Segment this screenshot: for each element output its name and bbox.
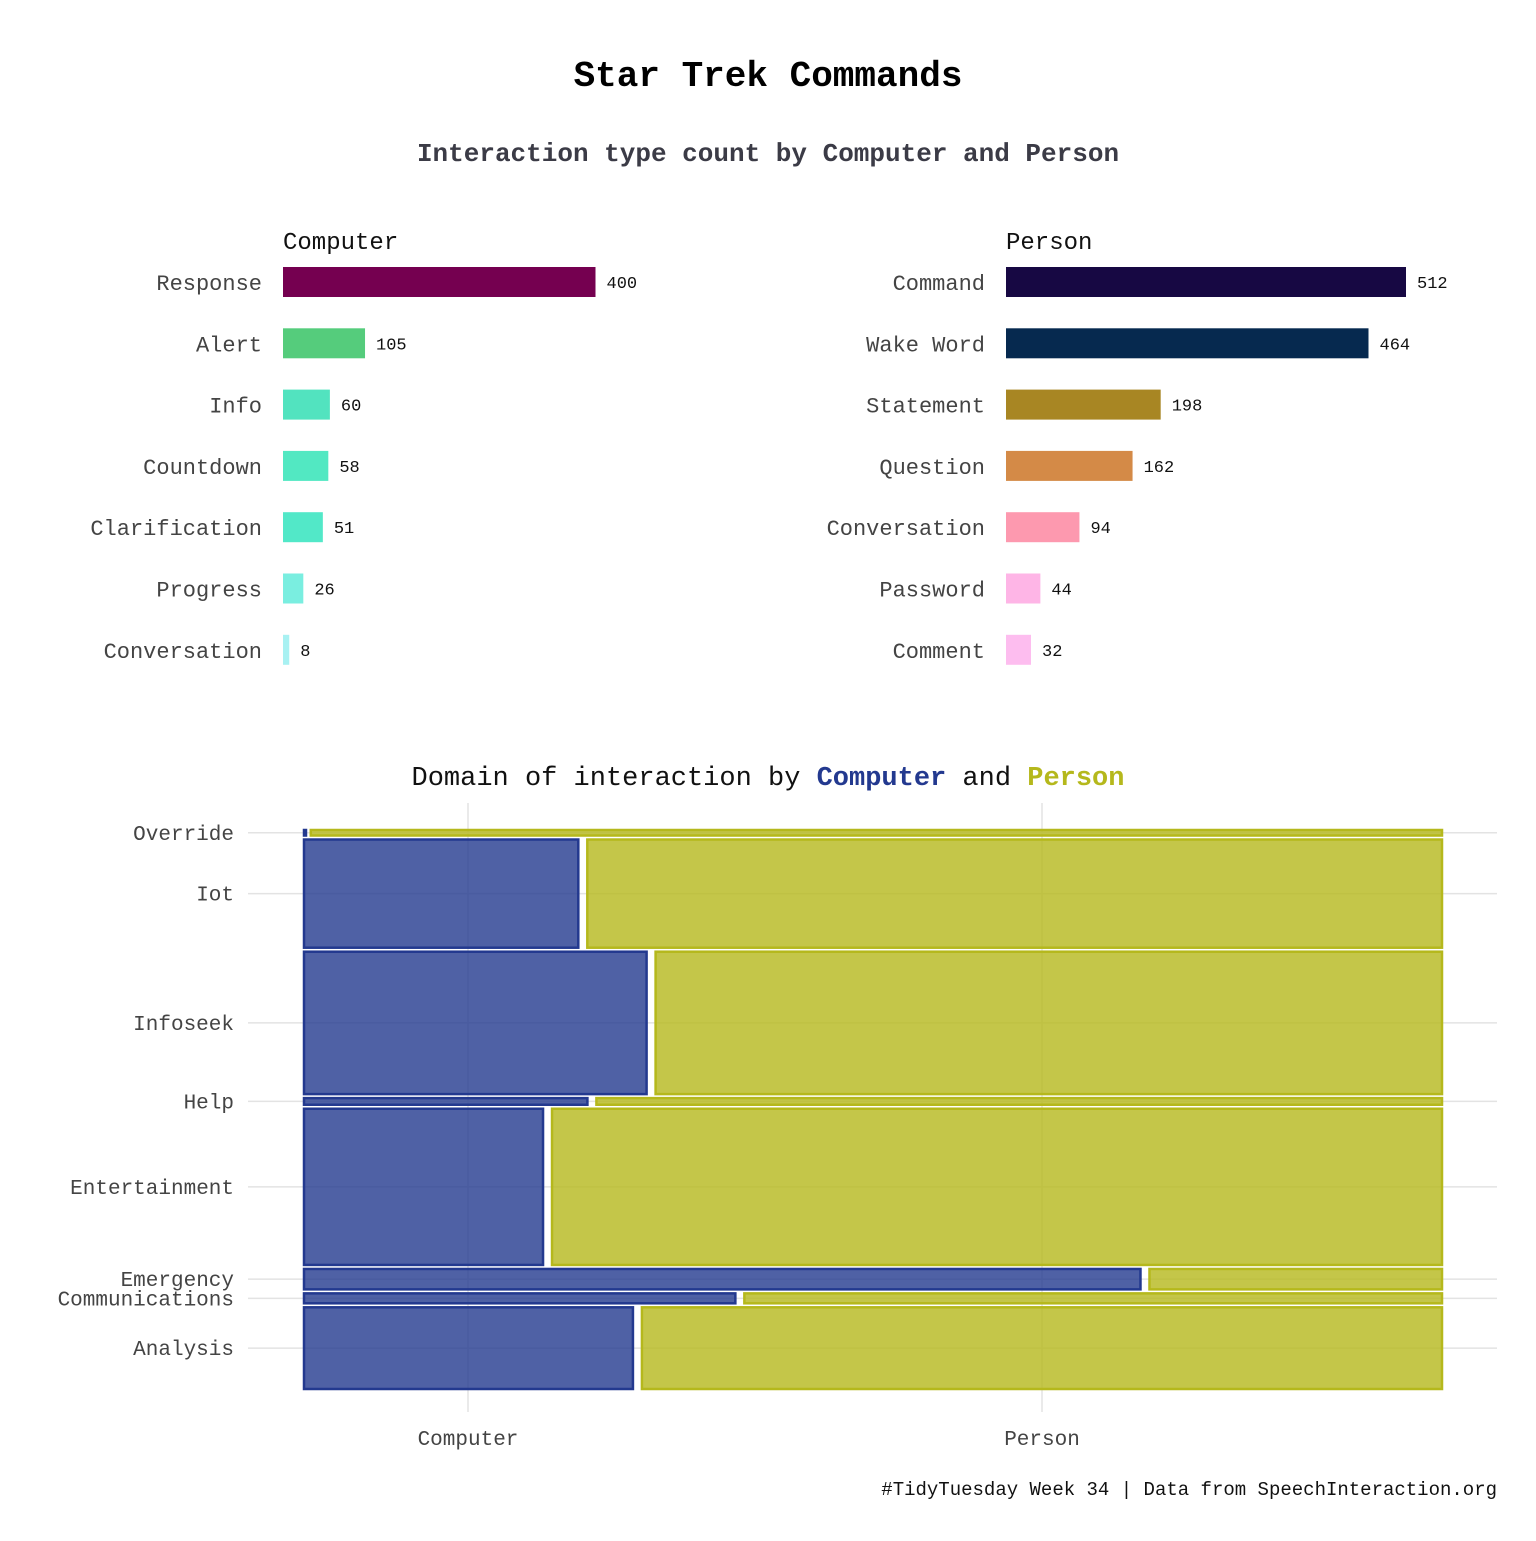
bar-computer-response: [283, 267, 596, 297]
x-label-person: Person: [1004, 1429, 1080, 1452]
category-label-computer-progress: Progress: [156, 579, 262, 604]
value-label-person-conversation: 94: [1090, 520, 1110, 539]
bar-panel-person: Person Command 512 Wake Word 464 Statement 198…: [827, 230, 1448, 665]
value-label-person-question: 162: [1144, 459, 1175, 478]
value-label-computer-countdown: 58: [339, 459, 359, 478]
mosaic-title-part-0: Domain of interaction by: [412, 764, 817, 794]
tile-computer-analysis: [302, 1306, 635, 1391]
bar-panels: Computer Response 400 Alert 105 Info 60 Countdo…: [90, 230, 1448, 665]
mosaic-tiles: [302, 828, 1444, 1391]
category-label-computer-conversation: Conversation: [104, 640, 262, 665]
facet-label-computer: Computer: [283, 230, 398, 257]
value-label-person-statement: 198: [1172, 398, 1203, 417]
value-label-computer-conversation: 8: [300, 643, 310, 662]
category-label-person-command: Command: [893, 272, 985, 297]
category-label-computer-info: Info: [209, 395, 262, 420]
bar-computer-clarification: [283, 512, 323, 543]
row-label-iot: Iot: [196, 885, 234, 908]
facet-label-person: Person: [1006, 230, 1092, 257]
mosaic-title: Domain of interaction by Computer and Pe…: [412, 764, 1125, 794]
tile-person-help: [595, 1096, 1444, 1106]
value-label-person-comment: 32: [1042, 643, 1062, 662]
value-label-computer-progress: 26: [314, 582, 334, 601]
value-label-person-password: 44: [1051, 582, 1071, 601]
tile-person-communications: [743, 1292, 1444, 1305]
bar-computer-countdown: [283, 450, 329, 481]
value-label-computer-alert: 105: [376, 336, 407, 355]
category-label-computer-alert: Alert: [196, 333, 262, 358]
tile-person-analysis: [640, 1306, 1444, 1391]
tile-computer-iot: [302, 838, 580, 949]
bar-person-question: [1006, 450, 1133, 481]
bar-person-password: [1006, 573, 1041, 604]
row-label-override: Override: [133, 824, 234, 847]
chart-caption: #TidyTuesday Week 34 | Data from SpeechI…: [881, 1479, 1497, 1501]
bar-person-comment: [1006, 634, 1031, 665]
mosaic-title-part-3: Person: [1027, 764, 1124, 794]
tile-computer-help: [302, 1096, 589, 1106]
mosaic-title-part-1: Computer: [817, 764, 947, 794]
tile-person-entertainment: [550, 1107, 1444, 1267]
category-label-person-statement: Statement: [866, 395, 985, 420]
bar-person-conversation: [1006, 512, 1080, 543]
value-label-computer-info: 60: [341, 398, 361, 417]
bar-computer-alert: [283, 328, 366, 359]
mosaic-panel: Domain of interaction by Computer and Pe…: [58, 764, 1497, 1452]
category-label-person-comment: Comment: [893, 640, 985, 665]
tile-person-override: [309, 828, 1444, 837]
tile-computer-emergency: [302, 1267, 1142, 1291]
chart-title: Star Trek Commands: [574, 56, 963, 97]
tile-computer-communications: [302, 1292, 737, 1305]
tile-computer-entertainment: [302, 1107, 545, 1267]
tile-computer-infoseek: [302, 950, 648, 1096]
value-label-computer-clarification: 51: [334, 520, 354, 539]
bar-computer-info: [283, 389, 330, 420]
row-label-entertainment: Entertainment: [70, 1178, 234, 1201]
category-label-computer-response: Response: [156, 272, 262, 297]
x-label-computer: Computer: [418, 1429, 519, 1452]
row-label-communications: Communications: [58, 1289, 234, 1312]
tile-person-emergency: [1148, 1267, 1444, 1291]
bar-panel-computer: Computer Response 400 Alert 105 Info 60 Countdo…: [90, 230, 637, 665]
category-label-computer-clarification: Clarification: [90, 517, 262, 542]
value-label-person-command: 512: [1417, 275, 1448, 294]
bar-computer-progress: [283, 573, 304, 604]
tile-computer-override: [302, 828, 308, 837]
category-label-person-wake-word: Wake Word: [866, 333, 985, 358]
mosaic-title-part-2: and: [946, 764, 1027, 794]
bar-computer-conversation: [283, 634, 290, 665]
category-label-person-password: Password: [879, 579, 985, 604]
tile-person-iot: [586, 838, 1444, 949]
category-label-person-conversation: Conversation: [827, 517, 985, 542]
value-label-person-wake-word: 464: [1380, 336, 1411, 355]
row-label-help: Help: [184, 1092, 234, 1115]
chart-subtitle: Interaction type count by Computer and P…: [417, 139, 1119, 169]
row-label-emergency: Emergency: [121, 1270, 234, 1293]
bar-person-statement: [1006, 389, 1161, 420]
bar-person-wake-word: [1006, 328, 1369, 359]
bar-person-command: [1006, 267, 1406, 297]
category-label-computer-countdown: Countdown: [143, 456, 262, 481]
row-label-infoseek: Infoseek: [133, 1014, 234, 1037]
tile-person-infoseek: [654, 950, 1444, 1096]
value-label-computer-response: 400: [607, 275, 638, 294]
category-label-person-question: Question: [879, 456, 985, 481]
row-label-analysis: Analysis: [133, 1339, 234, 1362]
